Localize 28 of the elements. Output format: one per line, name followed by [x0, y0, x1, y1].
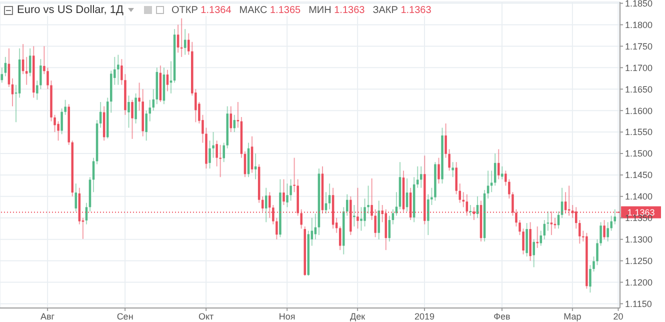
annotation: МИН 1.1363 [308, 4, 365, 16]
annotation: МАКС 1.1365 [239, 4, 301, 16]
x-tick-label: Авг [40, 311, 56, 322]
y-tick-label: 1.1850 [625, 0, 653, 8]
y-tick-label: 1.1750 [625, 41, 653, 52]
x-tick-label: Сен [116, 311, 134, 322]
y-tick-label: 1.1150 [625, 298, 652, 309]
annotation: ОТКР 1.1364 [172, 4, 232, 16]
x-tick-label: Фев [494, 311, 511, 322]
y-tick-label: 1.1700 [625, 62, 653, 73]
y-tick-label: 1.1400 [625, 192, 653, 202]
x-tick-label: 2019 [414, 311, 435, 322]
y-tick-label: 1.1200 [625, 277, 653, 288]
x-tick-label: Ноя [278, 311, 296, 322]
x-tick-label: Мар [564, 311, 582, 322]
y-tick-label: 1.1800 [625, 20, 653, 30]
y-tick-label: 1.1600 [625, 106, 653, 116]
x-tick-label: Окт [198, 311, 214, 322]
y-tick-label: 1.1300 [625, 234, 653, 245]
y-tick-label: 1.1550 [625, 127, 653, 138]
x-tick-label: Дек [350, 311, 366, 322]
annotation: ЗАКР 1.1363 [372, 4, 432, 16]
y-tick-label: 1.1450 [625, 170, 653, 180]
x-tick-label: 20 [613, 311, 624, 322]
y-tick-label: 1.1250 [625, 256, 653, 266]
y-tick-label: 1.1650 [625, 84, 653, 94]
y-tick-label: 1.1500 [625, 148, 653, 159]
chart-title: Euro vs US Dollar, 1Д [17, 4, 124, 16]
